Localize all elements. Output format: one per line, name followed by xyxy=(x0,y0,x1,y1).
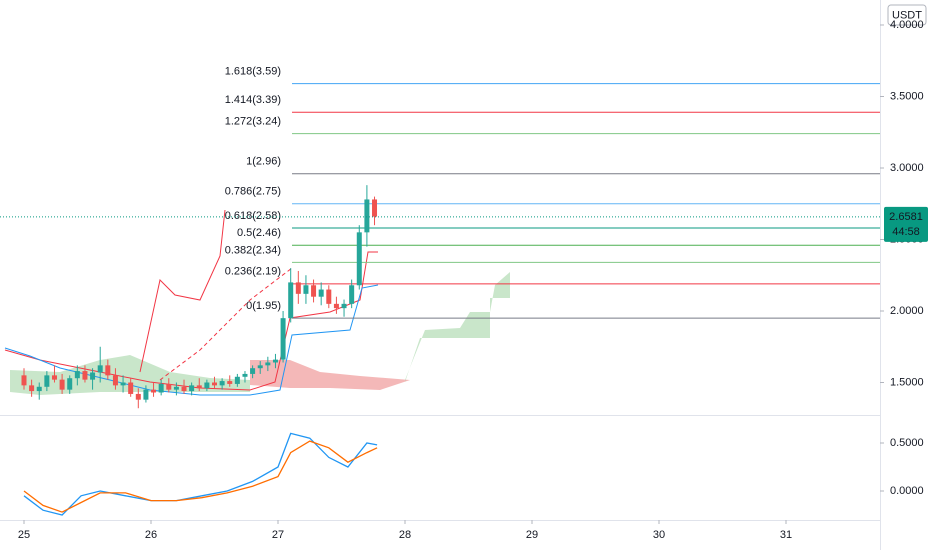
candle-body xyxy=(51,375,57,380)
currency-box[interactable] xyxy=(887,4,927,26)
candle-body xyxy=(97,365,103,373)
candle-body xyxy=(364,199,370,233)
fib-label: 0.5(2.46) xyxy=(237,227,281,239)
candle-body xyxy=(333,303,339,309)
candle-body xyxy=(21,375,27,386)
fib-label: 0.786(2.75) xyxy=(225,186,281,198)
fib-label: 1(2.96) xyxy=(246,156,281,168)
macd-line xyxy=(23,432,378,516)
candle-body xyxy=(128,382,134,394)
fib-label: 1.272(3.24) xyxy=(225,116,281,128)
candle-body xyxy=(326,289,332,304)
candle-body xyxy=(120,382,126,386)
x-tick-label: 26 xyxy=(145,529,157,541)
candle-body xyxy=(265,362,271,366)
cloud-red xyxy=(250,360,410,390)
candle-body xyxy=(356,232,362,286)
candle-body xyxy=(257,365,263,369)
candle-body xyxy=(280,318,286,360)
x-tick-label: 31 xyxy=(780,529,792,541)
fib-label: 0.236(2.19) xyxy=(225,266,281,278)
candle-body xyxy=(234,376,240,384)
fib-label: 1.414(3.39) xyxy=(225,94,281,106)
candle-body xyxy=(242,373,248,377)
x-tick-label: 29 xyxy=(526,529,538,541)
y-tick-label: 1.5000 xyxy=(890,376,924,388)
candle-body xyxy=(67,378,73,390)
candle-body xyxy=(295,282,301,294)
projection xyxy=(159,267,293,381)
fib-label: 0.382(2.34) xyxy=(225,244,281,256)
candle-body xyxy=(181,386,187,392)
macd-tick-label: 0.5000 xyxy=(890,437,924,449)
macd-line xyxy=(23,440,378,513)
candle-body xyxy=(44,375,50,387)
x-tick-label: 28 xyxy=(399,529,411,541)
candle-body xyxy=(372,199,378,217)
candle-body xyxy=(82,371,88,380)
candle-body xyxy=(341,303,347,309)
macd-tick-label: 0.0000 xyxy=(890,485,924,497)
fib-label: 0.618(2.58) xyxy=(225,210,281,222)
candle-body xyxy=(204,382,210,389)
candle-body xyxy=(112,375,118,386)
last-price-label: 2.6581 xyxy=(889,211,923,223)
candle-body xyxy=(90,372,96,380)
last-price-box xyxy=(884,206,928,242)
candle-body xyxy=(288,282,294,319)
candle-body xyxy=(105,365,111,376)
cloud-future xyxy=(405,272,510,382)
y-tick-label: 4.0000 xyxy=(890,19,924,31)
candle-body xyxy=(189,385,195,392)
candle-body xyxy=(318,289,324,297)
candle-body xyxy=(151,389,157,393)
x-tick-label: 25 xyxy=(18,529,30,541)
candle-body xyxy=(74,371,80,379)
fib-label: 0(1.95) xyxy=(246,300,281,312)
price-pane xyxy=(21,83,880,409)
x-tick-label: 30 xyxy=(653,529,665,541)
candle-body xyxy=(173,386,179,390)
y-tick-label: 3.5000 xyxy=(890,90,924,102)
candle-body xyxy=(227,381,233,384)
candle-body xyxy=(158,383,164,393)
base-line xyxy=(4,251,378,391)
candle-body xyxy=(311,285,317,297)
candle-body xyxy=(349,285,355,304)
candle-body xyxy=(196,385,202,389)
candle-body xyxy=(29,385,35,392)
currency: USDT xyxy=(892,9,922,21)
y-tick-label: 3.0000 xyxy=(890,162,924,174)
conversion-line xyxy=(4,284,379,396)
candle-body xyxy=(59,379,65,390)
candle-body xyxy=(143,389,149,400)
candle-body xyxy=(166,383,172,390)
candle-body xyxy=(272,359,278,363)
countdown: 44:58 xyxy=(892,226,920,238)
lagging-line xyxy=(139,209,226,373)
y-tick-label: 2.0000 xyxy=(890,305,924,317)
candle-body xyxy=(135,393,141,400)
candle-body xyxy=(219,381,225,386)
candle-body xyxy=(212,382,217,386)
x-tick-label: 27 xyxy=(272,529,284,541)
fib-label: 1.618(3.59) xyxy=(225,66,281,78)
candle-body xyxy=(36,386,42,392)
candle-body xyxy=(303,285,309,294)
candle-body xyxy=(250,368,256,374)
